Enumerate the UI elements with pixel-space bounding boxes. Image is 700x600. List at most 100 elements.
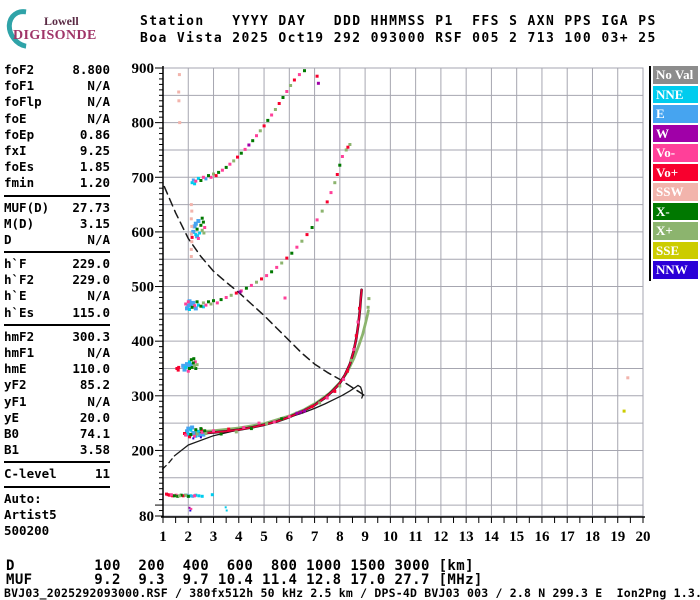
param-row: h`E N/A bbox=[4, 288, 110, 304]
third-multiple-point bbox=[266, 118, 270, 122]
ssw-specks-point bbox=[177, 90, 181, 94]
es-trace-point bbox=[165, 492, 168, 496]
third-multiple-point bbox=[199, 179, 203, 182]
cluster-600km-point bbox=[198, 231, 202, 235]
third-multiple-point bbox=[196, 176, 200, 180]
f-trace-sprinkle-point bbox=[349, 358, 353, 362]
f-start-cluster-point bbox=[189, 433, 193, 437]
es-trace-point bbox=[200, 494, 204, 498]
es-third-multiple-cluster-point bbox=[193, 364, 197, 368]
f-trace-sprinkle-point bbox=[358, 306, 361, 310]
f-start-cluster-point bbox=[199, 436, 202, 439]
third-multiple-point bbox=[193, 182, 197, 186]
second-multiple-point bbox=[260, 277, 263, 281]
legend-item-e: E bbox=[653, 105, 698, 123]
second-multiple-point bbox=[224, 296, 228, 299]
second-multiple-point bbox=[344, 148, 348, 152]
param-label: foF2 bbox=[4, 62, 35, 77]
cluster-600km-point bbox=[190, 235, 194, 239]
param-label: h`E bbox=[4, 288, 27, 304]
es-trace-point bbox=[189, 494, 193, 498]
second-multiple-point bbox=[340, 155, 344, 158]
y-tick-label: 300 bbox=[132, 389, 155, 405]
es-trace-point bbox=[181, 494, 185, 498]
third-multiple-point bbox=[251, 139, 255, 143]
o-mode-trace-outline bbox=[183, 288, 363, 436]
x-tick-label: 6 bbox=[286, 529, 294, 545]
third-multiple-point bbox=[289, 84, 293, 87]
f-trace-sprinkle-point bbox=[287, 415, 291, 419]
low-specks-point bbox=[188, 506, 191, 509]
param-row: MUF(D) 27.73 bbox=[4, 200, 110, 216]
f-trace-sprinkle-point bbox=[345, 369, 349, 373]
param-row: 500200 bbox=[4, 523, 110, 539]
es-trace-point bbox=[184, 493, 188, 497]
param-label: foEp bbox=[4, 126, 35, 142]
f-start-cluster-point bbox=[197, 433, 202, 438]
param-value: 85.2 bbox=[79, 377, 110, 393]
third-multiple-point bbox=[209, 175, 213, 179]
param-row: fxI 9.25 bbox=[4, 143, 110, 159]
cluster-600km-point bbox=[195, 234, 200, 239]
es-trace-point bbox=[177, 494, 181, 498]
param-row: M(D) 3.15 bbox=[4, 216, 110, 232]
es-third-multiple-cluster-point bbox=[186, 369, 190, 373]
f-trace-sprinkle-point bbox=[295, 411, 299, 415]
param-label: fmin bbox=[4, 175, 35, 191]
legend-item-noval: No Val bbox=[653, 66, 698, 84]
param-row: foF1 N/A bbox=[4, 78, 110, 94]
third-multiple-point bbox=[204, 177, 208, 181]
third-multiple-point bbox=[232, 159, 236, 163]
y-tick-label: 900 bbox=[132, 61, 155, 77]
x-tick-label: 8 bbox=[336, 529, 344, 545]
third-multiple-point bbox=[243, 147, 247, 151]
second-multiple-point bbox=[335, 173, 339, 176]
second-multiple-point bbox=[234, 291, 238, 295]
param-row: fmin 1.20 bbox=[4, 175, 110, 191]
param-value: 300.3 bbox=[72, 328, 110, 344]
param-value: 0.86 bbox=[79, 126, 110, 142]
legend-item-w: W bbox=[653, 124, 698, 142]
param-value: 11 bbox=[94, 466, 110, 482]
third-multiple-point bbox=[292, 78, 296, 82]
param-label: h`Es bbox=[4, 304, 35, 320]
f-trace-sprinkle-point bbox=[367, 297, 371, 301]
low-specks-point bbox=[190, 507, 193, 510]
es-third-multiple-cluster-point bbox=[186, 363, 191, 368]
sse-speck-point bbox=[622, 409, 626, 413]
es-third-multiple-cluster-point bbox=[193, 360, 197, 364]
ssw-specks-point bbox=[190, 224, 194, 228]
second-multiple-point bbox=[295, 245, 299, 249]
es-trace-point bbox=[168, 493, 172, 497]
third-multiple-point bbox=[201, 175, 205, 179]
es-third-multiple-cluster-point bbox=[177, 365, 181, 369]
digisonde-logo: Lowell DIGISONDE bbox=[0, 1, 136, 57]
cluster-600km-point bbox=[196, 219, 201, 223]
param-row: B0 74.1 bbox=[4, 426, 110, 442]
param-row: hmF2 300.3 bbox=[4, 329, 110, 345]
param-label: 500200 bbox=[4, 522, 50, 538]
second-multiple-point bbox=[196, 303, 200, 307]
es-trace-point bbox=[193, 494, 197, 498]
param-label: C-level bbox=[4, 466, 57, 482]
param-row: hmE 110.0 bbox=[4, 361, 110, 377]
param-value: 74.1 bbox=[79, 425, 110, 441]
third-multiple-point bbox=[236, 155, 239, 159]
es-third-multiple-cluster-point bbox=[188, 362, 193, 367]
second-multiple-point bbox=[195, 300, 199, 304]
es-trace-point bbox=[174, 493, 178, 497]
f-start-cluster-point bbox=[184, 433, 188, 437]
param-group: Auto: Artist5 500200 bbox=[4, 485, 110, 540]
logo-text-lowell: Lowell bbox=[44, 14, 79, 28]
second-multiple-point bbox=[255, 280, 258, 284]
param-value: 3.58 bbox=[79, 442, 110, 458]
y-tick-label: 700 bbox=[132, 170, 155, 186]
param-value: N/A bbox=[87, 78, 110, 94]
y-tick-label: 800 bbox=[132, 116, 155, 132]
param-row: foEs 1.85 bbox=[4, 159, 110, 175]
third-multiple-point bbox=[194, 179, 198, 183]
param-value: 110.0 bbox=[72, 361, 110, 377]
legend-item-vo+: Vo+ bbox=[653, 163, 698, 181]
third-multiple-point bbox=[258, 129, 262, 133]
f-start-cluster-point bbox=[201, 432, 206, 437]
